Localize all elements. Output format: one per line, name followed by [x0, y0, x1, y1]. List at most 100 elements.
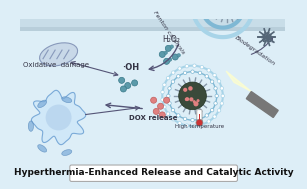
- Text: Oxidative  damage: Oxidative damage: [23, 61, 89, 67]
- Circle shape: [188, 86, 193, 91]
- Circle shape: [214, 87, 217, 90]
- Circle shape: [219, 6, 223, 9]
- Circle shape: [198, 71, 202, 75]
- Polygon shape: [226, 71, 251, 91]
- Ellipse shape: [40, 43, 78, 66]
- Circle shape: [191, 70, 194, 73]
- Ellipse shape: [62, 150, 72, 156]
- Circle shape: [170, 45, 173, 48]
- Circle shape: [185, 97, 189, 101]
- Circle shape: [193, 101, 199, 106]
- Circle shape: [172, 117, 175, 121]
- Circle shape: [183, 71, 187, 75]
- Circle shape: [213, 115, 216, 118]
- Text: H₂O₂: H₂O₂: [162, 35, 180, 44]
- Text: Hyperthermia-Enhanced Release and Catalytic Activity: Hyperthermia-Enhanced Release and Cataly…: [14, 168, 293, 177]
- Circle shape: [164, 51, 167, 54]
- Text: High temperature: High temperature: [175, 124, 224, 129]
- Circle shape: [207, 120, 211, 123]
- Circle shape: [177, 75, 180, 78]
- Circle shape: [119, 77, 125, 83]
- Circle shape: [166, 112, 170, 115]
- Circle shape: [168, 87, 171, 90]
- Text: Biodegradation: Biodegradation: [234, 35, 276, 67]
- Circle shape: [220, 5, 224, 9]
- Circle shape: [220, 102, 223, 105]
- Circle shape: [120, 86, 126, 92]
- Circle shape: [177, 53, 181, 57]
- Circle shape: [179, 82, 206, 110]
- Circle shape: [224, 6, 228, 10]
- Circle shape: [231, 8, 234, 11]
- Circle shape: [217, 109, 221, 112]
- Circle shape: [161, 98, 164, 101]
- Circle shape: [159, 112, 165, 118]
- FancyBboxPatch shape: [70, 165, 238, 181]
- Circle shape: [221, 94, 224, 98]
- Circle shape: [177, 114, 180, 117]
- Circle shape: [200, 123, 204, 126]
- Circle shape: [185, 64, 188, 68]
- Circle shape: [151, 97, 157, 103]
- Circle shape: [205, 114, 208, 117]
- Circle shape: [183, 88, 187, 92]
- Circle shape: [213, 74, 216, 77]
- Circle shape: [159, 51, 165, 57]
- Circle shape: [163, 83, 166, 87]
- Polygon shape: [246, 91, 278, 118]
- Ellipse shape: [38, 145, 47, 152]
- Polygon shape: [31, 90, 86, 145]
- Circle shape: [193, 64, 196, 67]
- Circle shape: [227, 9, 230, 12]
- Circle shape: [168, 58, 172, 61]
- Circle shape: [214, 102, 217, 105]
- Circle shape: [164, 58, 170, 64]
- Circle shape: [200, 65, 204, 69]
- Circle shape: [166, 76, 170, 80]
- Circle shape: [132, 80, 138, 86]
- FancyBboxPatch shape: [20, 19, 285, 29]
- Circle shape: [210, 108, 214, 112]
- Circle shape: [46, 105, 72, 130]
- Circle shape: [153, 108, 159, 115]
- Ellipse shape: [38, 100, 47, 108]
- Circle shape: [198, 117, 202, 121]
- Circle shape: [178, 67, 181, 70]
- Text: Fenton catalysis: Fenton catalysis: [152, 11, 185, 55]
- Ellipse shape: [28, 121, 33, 131]
- Circle shape: [189, 97, 193, 101]
- Circle shape: [191, 118, 194, 122]
- Circle shape: [207, 69, 211, 72]
- FancyBboxPatch shape: [197, 110, 202, 124]
- Text: ·OH: ·OH: [122, 63, 139, 72]
- FancyBboxPatch shape: [199, 114, 200, 123]
- Circle shape: [185, 124, 188, 127]
- Circle shape: [172, 54, 178, 60]
- Circle shape: [172, 71, 175, 74]
- Circle shape: [163, 105, 166, 109]
- Circle shape: [185, 98, 188, 101]
- Circle shape: [220, 87, 223, 90]
- Circle shape: [178, 122, 181, 125]
- Circle shape: [171, 80, 175, 83]
- Circle shape: [213, 0, 241, 18]
- Circle shape: [168, 102, 171, 105]
- Circle shape: [193, 100, 196, 103]
- Circle shape: [161, 90, 164, 94]
- Circle shape: [183, 117, 187, 121]
- Circle shape: [215, 94, 219, 98]
- Circle shape: [171, 108, 175, 112]
- Circle shape: [164, 97, 170, 103]
- Circle shape: [165, 45, 171, 51]
- FancyBboxPatch shape: [20, 27, 285, 31]
- Text: DOX release: DOX release: [129, 115, 178, 121]
- Circle shape: [210, 80, 214, 83]
- Circle shape: [217, 80, 221, 83]
- Circle shape: [228, 10, 233, 15]
- Circle shape: [196, 99, 200, 102]
- Ellipse shape: [62, 97, 72, 103]
- Circle shape: [193, 124, 196, 128]
- Circle shape: [167, 94, 170, 98]
- Circle shape: [196, 119, 203, 126]
- Circle shape: [157, 103, 164, 109]
